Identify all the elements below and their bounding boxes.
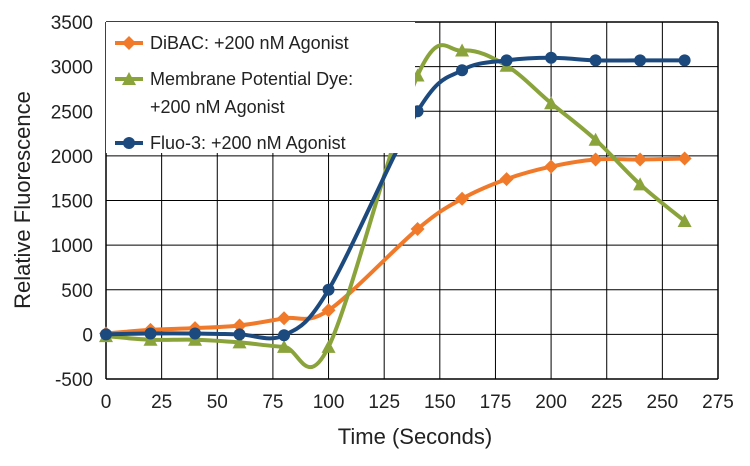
- y-tick-label: 2500: [51, 102, 93, 123]
- data-point: [544, 96, 559, 110]
- x-tick-label: 100: [313, 392, 345, 413]
- legend-label: DiBAC: +200 nM Agonist: [150, 33, 349, 53]
- legend-background: [106, 22, 415, 153]
- data-point: [500, 54, 513, 67]
- x-tick-label: 25: [151, 392, 172, 413]
- legend-marker: [122, 36, 136, 50]
- y-axis-title: Relative Fluorescence: [10, 91, 35, 309]
- legend-entry-2: Membrane Potential Dye: +200 nM Agonist: [115, 69, 353, 117]
- data-point: [100, 328, 112, 341]
- series-1: [99, 151, 692, 341]
- data-point: [232, 335, 247, 349]
- x-tick-label: 250: [647, 392, 679, 413]
- data-point: [278, 329, 291, 342]
- data-point: [233, 328, 246, 341]
- data-point: [634, 54, 647, 67]
- data-point: [232, 318, 247, 333]
- legend-marker: [123, 137, 135, 149]
- y-tick-label: 500: [61, 281, 93, 302]
- data-point: [455, 43, 470, 57]
- data-point: [544, 159, 559, 174]
- x-axis-tick-labels: 0 25 50 75 100 125 150 175 200 225 250 275: [101, 392, 734, 413]
- data-point: [277, 311, 292, 326]
- x-tick-label: 225: [591, 392, 623, 413]
- legend-label: Fluo-3: +200 nM Agonist: [150, 133, 346, 153]
- data-point: [456, 64, 469, 77]
- y-tick-label: 1500: [51, 192, 93, 213]
- x-tick-label: 50: [207, 392, 228, 413]
- data-point: [277, 339, 292, 353]
- series-line: [105, 156, 685, 336]
- data-point: [677, 214, 692, 228]
- legend: DiBAC: +200 nM Agonist Membrane Potential…: [106, 22, 415, 153]
- data-point: [588, 132, 603, 146]
- x-axis-title: Time (Seconds): [338, 424, 492, 449]
- x-tick-label: 75: [262, 392, 283, 413]
- data-point: [499, 172, 514, 187]
- legend-label: +200 nM Agonist: [150, 97, 285, 117]
- legend-label: Membrane Potential Dye:: [150, 69, 353, 89]
- data-point: [633, 177, 648, 191]
- legend-entry-3: Fluo-3: +200 nM Agonist: [115, 133, 346, 153]
- x-tick-label: 200: [535, 392, 567, 413]
- legend-entry-1: DiBAC: +200 nM Agonist: [115, 33, 349, 53]
- y-tick-label: 2000: [51, 147, 93, 168]
- data-point: [410, 222, 425, 237]
- y-tick-label: 3000: [51, 58, 93, 79]
- y-tick-label: 0: [82, 325, 93, 346]
- y-tick-label: 3500: [51, 13, 93, 34]
- x-tick-label: 175: [480, 392, 512, 413]
- data-point: [589, 54, 602, 67]
- data-point: [144, 327, 157, 340]
- x-tick-label: 150: [424, 392, 456, 413]
- data-point: [189, 327, 202, 340]
- data-point: [321, 339, 336, 353]
- data-point: [633, 152, 648, 167]
- x-tick-label: 275: [702, 392, 734, 413]
- data-point: [678, 54, 691, 67]
- data-point: [322, 283, 335, 296]
- data-point: [545, 51, 558, 64]
- y-tick-label: -500: [55, 370, 93, 391]
- y-tick-label: 1000: [51, 236, 93, 257]
- data-point: [455, 191, 470, 206]
- data-point: [321, 303, 336, 318]
- data-point: [588, 152, 603, 167]
- x-tick-label: 125: [368, 392, 400, 413]
- x-tick-label: 0: [101, 392, 112, 413]
- legend-marker: [122, 72, 136, 85]
- data-point: [677, 151, 692, 166]
- y-axis-tick-labels: 3500 3000 2500 2000 1500 1000 500 0 -500: [51, 13, 93, 391]
